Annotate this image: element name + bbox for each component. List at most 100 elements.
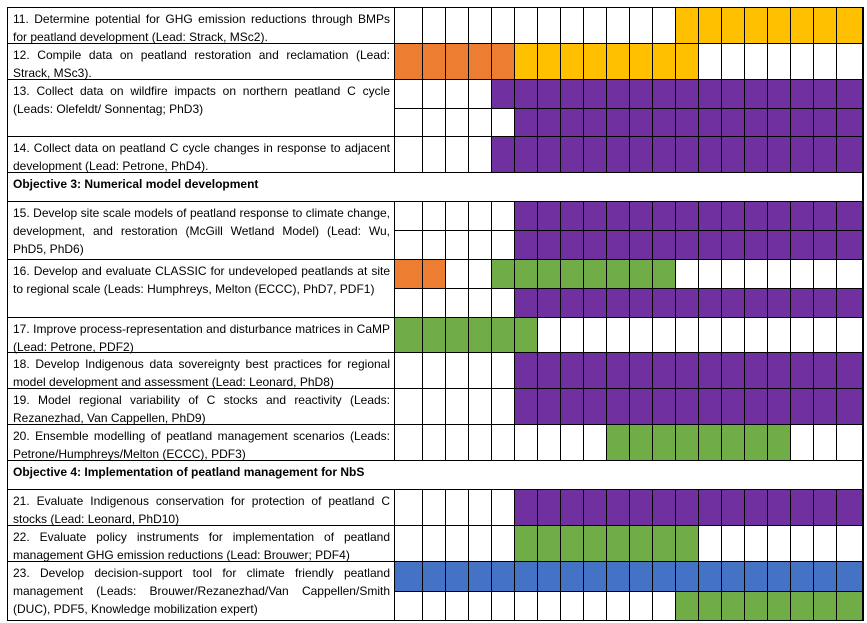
timeline-cell-blue [791,562,814,591]
timeline-cell-empty [446,526,469,561]
timeline-cell-empty [745,44,768,79]
timeline-subrow [395,44,862,79]
timeline-cell-empty [584,425,607,460]
timeline-cell-purple [653,231,676,259]
timeline-cell-green [722,591,745,620]
timeline-cell-blue [837,562,862,591]
task-label: 16. Develop and evaluate CLASSIC for und… [8,260,395,317]
timeline-cell-empty [423,526,446,561]
timeline-cell-purple [768,389,791,424]
timeline-cell-blue [653,562,676,591]
timeline-cell-purple [791,289,814,317]
timeline-cell-yellow [745,8,768,43]
timeline-cell-empty [630,8,653,43]
timeline-cell-purple [722,202,745,230]
timeline-cell-empty [791,526,814,561]
objective-heading: Objective 3: Numerical model development [13,177,259,191]
timeline-subrow [395,108,862,136]
timeline-cell-purple [768,80,791,108]
objective-heading-row: Objective 3: Numerical model development [8,173,862,202]
timeline-cell-purple [584,80,607,108]
timeline-cell-purple [768,137,791,172]
timeline-cell-purple [607,353,630,388]
timeline-cell-empty [538,425,561,460]
timeline-cell-orange [446,44,469,79]
timeline-cell-purple [722,80,745,108]
timeline-subrow [395,80,862,109]
timeline-cell-purple [607,108,630,136]
timeline-cell-empty [492,490,515,525]
timeline-cell-green [515,260,538,288]
timeline-cell-green [676,425,699,460]
timeline-cell-purple [722,353,745,388]
task-label: 23. Develop decision-support tool for cl… [8,562,395,620]
timeline-cell-purple [538,80,561,108]
timeline-cell-green [469,318,492,352]
task-row: 16. Develop and evaluate CLASSIC for und… [8,260,862,318]
timeline-cell-purple [722,389,745,424]
timeline-cell-empty [492,231,515,259]
timeline-cell-yellow [676,8,699,43]
task-label: 18. Develop Indigenous data sovereignty … [8,353,395,389]
task-row: 20. Ensemble modelling of peatland manag… [8,425,862,461]
timeline-cell-empty [469,526,492,561]
timeline-cell-purple [630,490,653,525]
timeline-cell-green [446,318,469,352]
timeline-cell-purple [561,490,584,525]
timeline-cell-empty [446,231,469,259]
timeline-cell-empty [745,318,768,352]
timeline-cell-green [814,591,837,620]
timeline-cell-empty [584,591,607,620]
timeline-cell-purple [837,137,862,172]
timeline-cell-purple [745,490,768,525]
timeline-cell-empty [538,8,561,43]
timeline-cell-orange [423,44,446,79]
timeline-grid [395,526,862,561]
timeline-cell-empty [423,231,446,259]
timeline-cell-empty [446,425,469,460]
timeline-cell-empty [446,389,469,424]
timeline-cell-empty [837,526,862,561]
timeline-cell-empty [469,425,492,460]
timeline-cell-empty [469,490,492,525]
timeline-cell-purple [584,231,607,259]
timeline-cell-green [607,260,630,288]
timeline-cell-green [395,318,423,352]
timeline-cell-purple [630,202,653,230]
task-row: 15. Develop site scale models of peatlan… [8,202,862,260]
timeline-cell-purple [768,490,791,525]
timeline-cell-purple [791,108,814,136]
task-label: 22. Evaluate policy instruments for impl… [8,526,395,562]
timeline-cell-purple [814,137,837,172]
timeline-cell-purple [630,108,653,136]
timeline-cell-green [791,591,814,620]
timeline-cell-purple [745,389,768,424]
timeline-cell-purple [699,289,722,317]
timeline-cell-purple [745,80,768,108]
timeline-cell-empty [492,202,515,230]
timeline-cell-purple [561,389,584,424]
task-label: 12. Compile data on peatland restoration… [8,44,395,80]
timeline-cell-empty [446,260,469,288]
timeline-cell-purple [538,490,561,525]
timeline-cell-purple [561,353,584,388]
timeline-cell-purple [676,231,699,259]
timeline-cell-empty [538,318,561,352]
timeline-cell-purple [630,353,653,388]
task-row: 18. Develop Indigenous data sovereignty … [8,353,862,389]
timeline-cell-empty [423,80,446,108]
timeline-cell-purple [676,289,699,317]
timeline-cell-purple [837,389,862,424]
timeline-cell-purple [584,490,607,525]
timeline-cell-purple [699,389,722,424]
timeline-cell-empty [768,318,791,352]
timeline-cell-purple [653,137,676,172]
timeline-cell-purple [699,353,722,388]
timeline-cell-green [515,526,538,561]
timeline-cell-purple [722,108,745,136]
timeline-cell-empty [837,44,862,79]
objective-heading-row: Objective 4: Implementation of peatland … [8,461,862,490]
timeline-cell-purple [745,353,768,388]
timeline-cell-purple [699,137,722,172]
timeline-cell-blue [722,562,745,591]
